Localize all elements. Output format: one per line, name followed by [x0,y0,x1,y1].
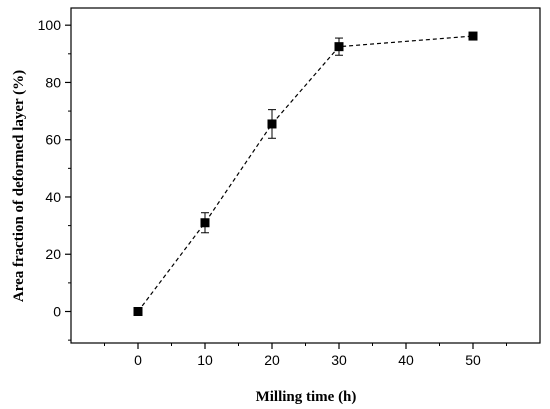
y-tick-label-80: 80 [45,74,61,90]
plot-frame [70,7,541,344]
x-tick-label-0: 0 [134,352,142,368]
y-axis-title: Area fraction of deformed layer (%) [11,70,27,302]
data-point-30 [334,42,344,52]
y-tick-label-20: 20 [45,246,61,262]
data-point-20 [267,119,277,129]
x-tick-label-50: 50 [465,352,481,368]
y-tick-label-60: 60 [45,132,61,148]
y-tick-label-40: 40 [45,189,61,205]
x-tick-label-20: 20 [264,352,280,368]
data-point-0 [133,307,143,317]
x-tick-label-10: 10 [197,352,213,368]
x-tick-label-40: 40 [398,352,414,368]
data-point-10 [200,218,210,228]
x-tick-label-30: 30 [331,352,347,368]
y-tick-label-0: 0 [53,304,61,320]
plot-area: 0 10 20 30 40 50 0 20 40 60 80 100 [38,7,541,368]
series-line [137,35,474,312]
y-tick-label-100: 100 [38,17,62,33]
data-point-50 [468,31,478,41]
x-axis-title: Milling time (h) [256,389,357,405]
